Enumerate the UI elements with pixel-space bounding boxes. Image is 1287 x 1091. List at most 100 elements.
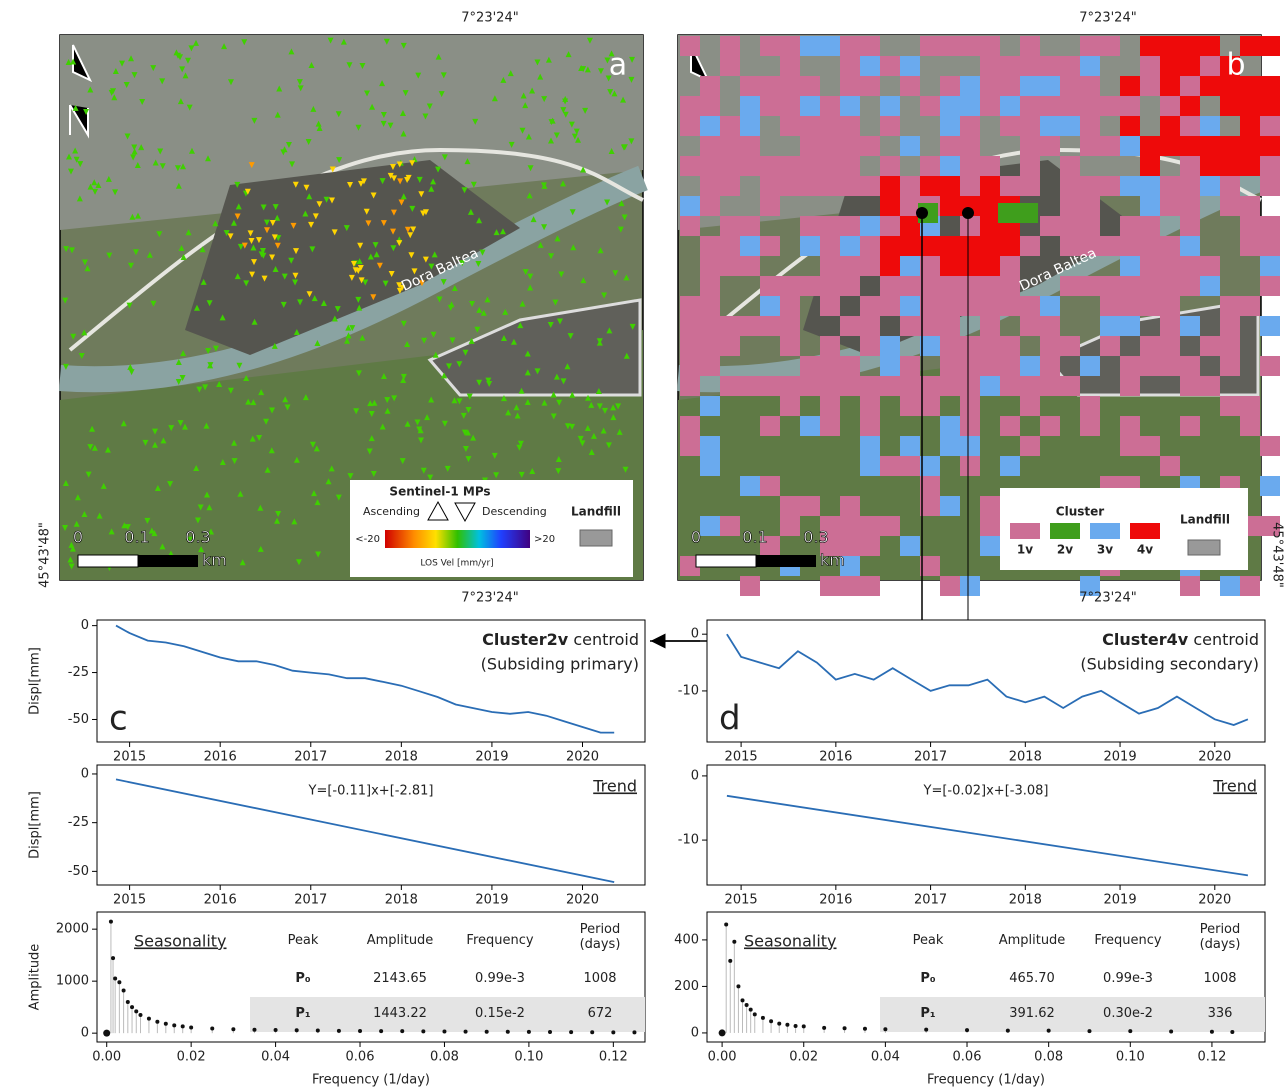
cluster-cell — [980, 516, 1000, 536]
annotation-text: centroid — [573, 630, 639, 649]
cluster-cell — [1240, 396, 1260, 416]
cluster-cell — [1020, 356, 1040, 376]
cluster-cell — [800, 76, 820, 96]
cluster-cell — [760, 156, 780, 176]
cluster-cell — [1060, 336, 1080, 356]
cluster-cell — [1040, 216, 1060, 236]
cluster-cell — [680, 196, 700, 216]
y-tick-label: -25 — [68, 665, 89, 680]
cluster-cell — [760, 316, 780, 336]
cluster-cell — [1140, 56, 1160, 76]
cluster-cell — [720, 336, 740, 356]
cluster-cell — [1220, 176, 1240, 196]
table-cell: P₀ — [893, 971, 963, 986]
x-tick-label: 0.02 — [177, 1050, 206, 1065]
cluster-cell — [1140, 76, 1160, 96]
cluster-cell — [760, 276, 780, 296]
cluster-cell — [700, 256, 720, 276]
cluster-cell — [1180, 156, 1200, 176]
cluster-cell — [980, 176, 1000, 196]
cluster-cell — [720, 376, 740, 396]
cluster-cell — [1200, 116, 1220, 136]
point — [769, 1019, 773, 1023]
point — [111, 956, 115, 960]
cluster-cell — [780, 516, 800, 536]
cluster-cell — [1220, 396, 1240, 416]
cluster-cell — [700, 96, 720, 116]
cluster-cell — [920, 376, 940, 396]
point — [724, 923, 728, 927]
point — [1169, 1030, 1173, 1034]
legend-item: 2v — [1057, 543, 1073, 557]
cluster-cell — [960, 116, 980, 136]
cluster-cell — [1020, 316, 1040, 336]
cluster-cell — [820, 296, 840, 316]
cluster-cell — [700, 196, 720, 216]
table-cell: Amplitude — [365, 933, 435, 948]
cluster-cell — [940, 416, 960, 436]
point — [295, 1028, 299, 1032]
cluster-cell — [820, 36, 840, 56]
cluster-cell — [700, 156, 720, 176]
cluster-cell — [800, 416, 820, 436]
cluster-cell — [800, 376, 820, 396]
cluster-cell — [1180, 356, 1200, 376]
x-tick-label: 0.02 — [789, 1050, 818, 1065]
trend-equation: Y=[-0.02]x+[-3.08] — [923, 784, 1049, 799]
y-tick-label: 0 — [81, 1026, 89, 1041]
cluster-cell — [840, 176, 860, 196]
cluster-cell — [900, 256, 920, 276]
cluster-cell — [760, 236, 780, 256]
table-cell: Peak — [268, 933, 338, 948]
cluster-cell — [840, 236, 860, 256]
cluster-cell — [900, 296, 920, 316]
cluster-cell — [1000, 376, 1020, 396]
point — [172, 1023, 176, 1027]
cluster-cell — [860, 436, 880, 456]
cluster-cell — [1160, 56, 1180, 76]
table-cell: 2143.65 — [365, 971, 435, 986]
cluster-cell — [880, 96, 900, 116]
cluster-cell — [1200, 76, 1220, 96]
cluster-cell — [820, 136, 840, 156]
cluster-cell — [1020, 76, 1040, 96]
cluster-cell — [920, 396, 940, 416]
y-tick-label: -10 — [678, 833, 699, 848]
y-axis-label: Displ[mm] — [28, 791, 43, 859]
cluster-cell — [860, 256, 880, 276]
cluster-cell — [1080, 76, 1100, 96]
cluster-cell — [1160, 356, 1180, 376]
cluster-cell — [1240, 96, 1260, 116]
cluster-cell — [860, 396, 880, 416]
point — [138, 1013, 142, 1017]
cluster-cell — [1260, 136, 1280, 156]
point — [822, 1026, 826, 1030]
cluster-cell — [680, 116, 700, 136]
scale-unit: km — [820, 551, 845, 570]
cluster-cell — [960, 576, 980, 596]
cluster-cell — [700, 136, 720, 156]
cluster-cell — [820, 416, 840, 436]
panel-label: c — [109, 699, 128, 739]
cluster-cell — [780, 296, 800, 316]
cluster-cell — [720, 236, 740, 256]
cluster-cell — [1140, 296, 1160, 316]
point — [181, 1024, 185, 1028]
cluster-cell — [1180, 96, 1200, 116]
cluster-cell — [720, 36, 740, 56]
cluster-cell — [998, 203, 1038, 223]
scale-tick-label: 0 — [691, 528, 701, 547]
colorbar — [385, 530, 530, 548]
cluster-cell — [740, 376, 760, 396]
cluster-cell — [960, 96, 980, 116]
cluster-cell — [1040, 416, 1060, 436]
trend-equation: Y=[-0.11]x+[-2.81] — [308, 784, 434, 799]
y-tick-label: 2000 — [56, 922, 89, 937]
cluster-cell — [800, 156, 820, 176]
point — [761, 1016, 765, 1020]
table-cell: 1008 — [565, 971, 635, 986]
cluster-cell — [1240, 196, 1260, 216]
cluster-cell — [800, 276, 820, 296]
cluster-cell — [880, 376, 900, 396]
cluster-cell — [940, 96, 960, 116]
